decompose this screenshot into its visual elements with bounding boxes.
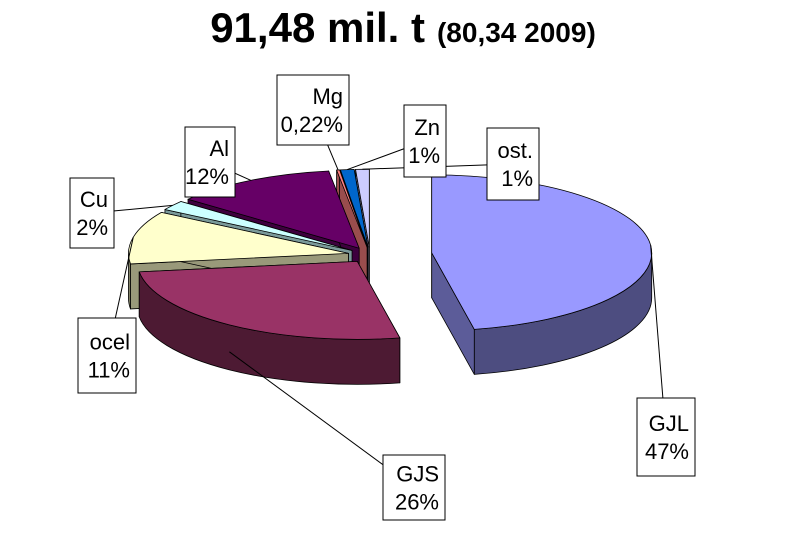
label-box bbox=[69, 177, 115, 249]
label-box bbox=[403, 104, 447, 178]
category-label: GJL bbox=[649, 411, 689, 436]
chart-subtitle: (80,34 2009) bbox=[437, 17, 596, 48]
label-box bbox=[486, 127, 540, 201]
category-label: Cu bbox=[80, 187, 108, 212]
value-label: 26% bbox=[395, 490, 439, 515]
chart-title-line: 91,48 mil. t (80,34 2009) bbox=[210, 4, 596, 51]
value-label: 12% bbox=[185, 164, 229, 189]
slice-top bbox=[164, 201, 353, 251]
category-label: Al bbox=[209, 136, 229, 161]
value-label: 2% bbox=[76, 215, 108, 240]
label-box bbox=[636, 397, 696, 477]
category-label: ocel bbox=[90, 330, 130, 355]
label-box bbox=[382, 454, 446, 521]
slice-top bbox=[128, 211, 349, 265]
label-box bbox=[184, 126, 236, 198]
slice-top bbox=[138, 260, 401, 340]
chart-title: 91,48 mil. t bbox=[210, 4, 425, 51]
value-label: 1% bbox=[408, 143, 440, 168]
label-box bbox=[77, 317, 137, 394]
value-label: 1% bbox=[501, 166, 533, 191]
category-label: Zn bbox=[414, 115, 440, 140]
category-label: Mg bbox=[312, 84, 343, 109]
value-label: 11% bbox=[88, 358, 130, 383]
value-label: 47% bbox=[645, 439, 689, 464]
label-box bbox=[276, 74, 350, 146]
pie bbox=[128, 168, 653, 385]
category-label: ost. bbox=[498, 138, 533, 163]
category-label: GJS bbox=[396, 462, 439, 487]
value-label: 0,22% bbox=[281, 112, 343, 137]
labels: GJL 47% GJS 26% ocel 11% Cu 2% Al 12% Mg 0,22% Zn 1% o… bbox=[69, 74, 696, 521]
